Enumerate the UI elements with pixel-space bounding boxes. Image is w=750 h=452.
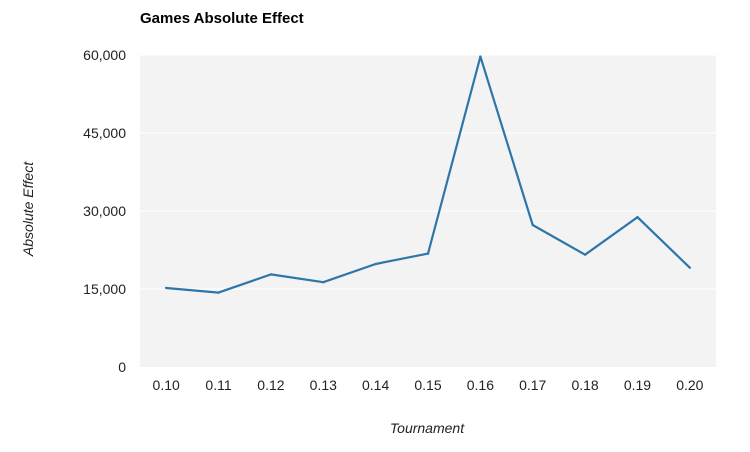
data-point bbox=[269, 273, 273, 276]
data-point bbox=[479, 55, 482, 58]
y-axis-title: Absolute Effect bbox=[20, 161, 36, 257]
data-point bbox=[374, 262, 377, 266]
x-axis-title: Tournament bbox=[390, 420, 465, 436]
x-tick-label: 0.14 bbox=[362, 377, 389, 393]
data-point bbox=[583, 253, 587, 256]
y-tick-label: 0 bbox=[118, 359, 126, 375]
x-tick-label: 0.19 bbox=[624, 377, 651, 393]
gridlines bbox=[140, 54, 716, 290]
data-point bbox=[531, 223, 534, 227]
series-points bbox=[164, 55, 692, 294]
x-tick-label: 0.17 bbox=[519, 377, 546, 393]
data-point bbox=[426, 252, 430, 255]
data-point bbox=[636, 216, 639, 219]
data-point bbox=[322, 281, 325, 284]
x-tick-label: 0.10 bbox=[153, 377, 180, 393]
x-tick-label: 0.18 bbox=[571, 377, 598, 393]
y-axis-ticks: 0 15,000 30,000 45,000 60,000 bbox=[83, 47, 126, 375]
y-tick-label: 60,000 bbox=[83, 47, 126, 63]
y-tick-label: 15,000 bbox=[83, 281, 126, 297]
y-tick-label: 45,000 bbox=[83, 125, 126, 141]
x-axis-ticks: 0.10 0.11 0.12 0.13 0.14 0.15 0.16 0.17 0.18 0.19… bbox=[153, 377, 704, 393]
x-tick-label: 0.11 bbox=[205, 377, 231, 393]
chart-title: Games Absolute Effect bbox=[140, 10, 304, 27]
x-tick-label: 0.13 bbox=[310, 377, 337, 393]
x-tick-label: 0.12 bbox=[257, 377, 284, 393]
y-tick-label: 30,000 bbox=[83, 203, 126, 219]
data-point bbox=[688, 266, 692, 269]
x-tick-label: 0.16 bbox=[467, 377, 494, 393]
data-point bbox=[217, 291, 220, 294]
x-tick-label: 0.15 bbox=[414, 377, 441, 393]
x-tick-label: 0.20 bbox=[676, 377, 703, 393]
data-point bbox=[164, 286, 168, 290]
